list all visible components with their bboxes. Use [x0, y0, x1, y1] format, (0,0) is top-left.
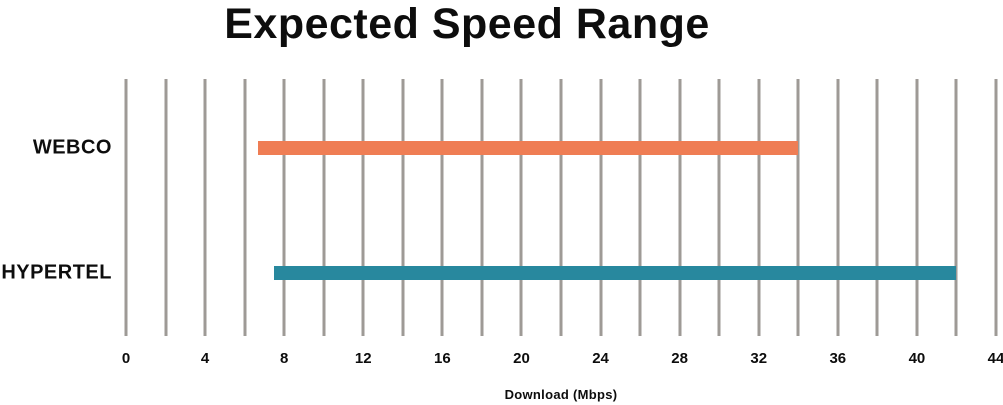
gridline	[243, 79, 247, 336]
x-tick-label-24: 24	[592, 350, 609, 367]
gridline	[203, 79, 207, 336]
gridline	[599, 79, 603, 336]
bar-webco	[258, 141, 799, 155]
gridline	[638, 79, 642, 336]
gridline	[282, 79, 286, 336]
x-tick-label-4: 4	[200, 350, 210, 367]
gridline	[678, 79, 682, 336]
gridline	[559, 79, 563, 336]
bar-hypertel	[274, 266, 957, 280]
gridline	[322, 79, 326, 336]
x-tick-label-12: 12	[354, 350, 372, 367]
gridline	[519, 79, 523, 336]
gridline	[717, 79, 721, 336]
x-axis-label: Download (Mbps)	[504, 387, 618, 402]
gridline	[124, 79, 128, 336]
category-label-hypertel: HYPERTEL	[1, 261, 112, 284]
x-tick-label-20: 20	[513, 350, 530, 367]
gridline	[875, 79, 879, 336]
plot-area	[124, 79, 998, 336]
gridline	[836, 79, 840, 336]
gridline	[915, 79, 919, 336]
gridline	[954, 79, 958, 336]
x-tick-label-32: 32	[750, 350, 768, 367]
x-tick-label-0: 0	[121, 350, 131, 367]
chart-title: Expected Speed Range	[224, 0, 710, 48]
gridline	[401, 79, 405, 336]
gridline	[757, 79, 761, 336]
x-tick-label-28: 28	[671, 350, 688, 367]
category-label-webco: WEBCO	[32, 136, 112, 159]
x-tick-label-8: 8	[280, 350, 289, 367]
gridline	[440, 79, 444, 336]
gridline	[480, 79, 484, 336]
x-tick-label-44: 44	[987, 350, 1003, 367]
x-tick-label-16: 16	[434, 350, 451, 367]
gridline	[164, 79, 168, 336]
x-tick-label-36: 36	[829, 350, 847, 367]
gridline	[796, 79, 800, 336]
x-tick-label-40: 40	[908, 350, 926, 367]
gridline	[994, 79, 998, 336]
gridline	[361, 79, 365, 336]
